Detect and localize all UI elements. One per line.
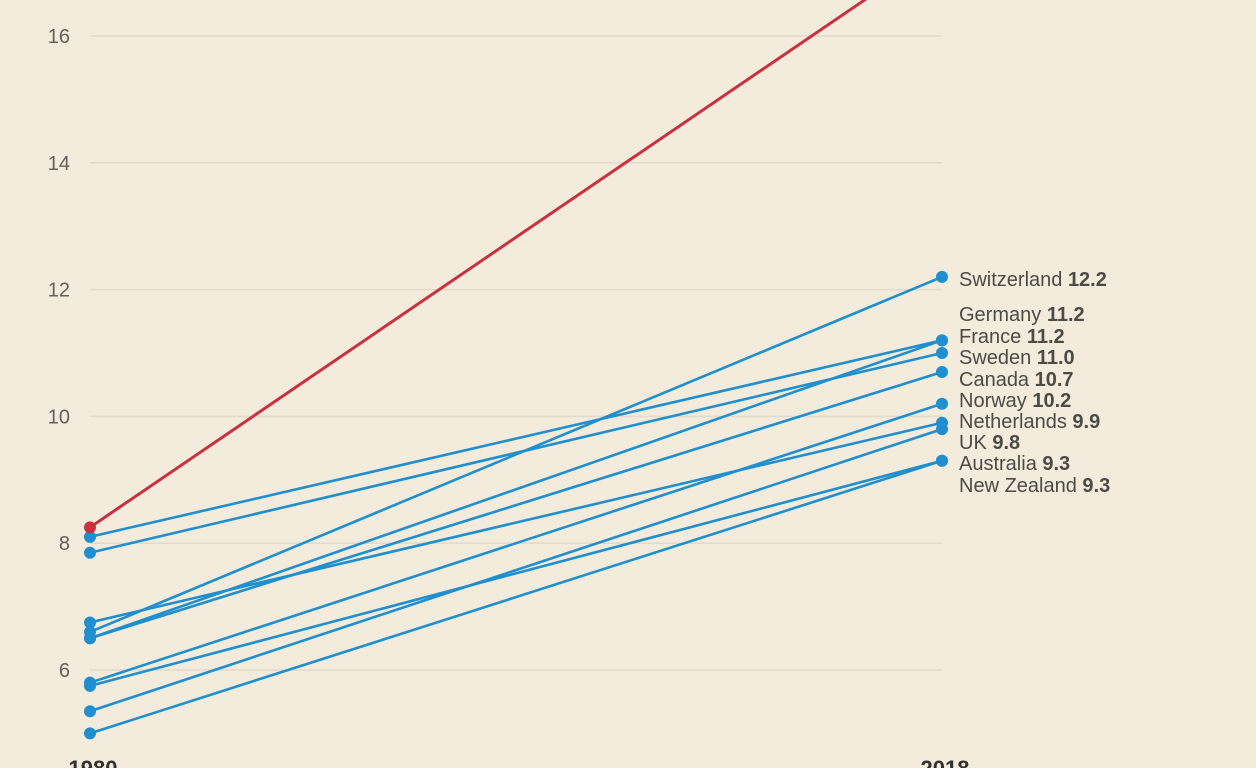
series-line-sweden: [88, 351, 944, 555]
y-tick-label-6: 6: [59, 660, 70, 682]
series-label-netherlands: Netherlands 9.9: [959, 411, 1100, 433]
x-tick-labels: 1980 2018: [69, 756, 970, 768]
series-label-value: 10.2: [1032, 390, 1071, 412]
point-uk-1980: [84, 705, 96, 718]
series-line-norway: [88, 402, 944, 684]
series-label-name: Sweden: [959, 347, 1037, 369]
series-line-switzerland: [88, 275, 944, 634]
y-tick-label-10: 10: [48, 406, 70, 428]
series-label-name: Australia: [959, 453, 1042, 475]
y-gridlines: [90, 35, 942, 671]
point-uk-2018: [936, 423, 948, 436]
series-label-france: France 11.2: [959, 326, 1065, 348]
series-lines: [88, 0, 944, 735]
series-label-value: 9.3: [1042, 453, 1070, 475]
point-sweden-2018: [936, 347, 948, 359]
series-line-new-zealand: [88, 459, 944, 735]
series-label-sweden: Sweden 11.0: [959, 347, 1075, 369]
series-line-canada: [88, 370, 944, 640]
y-tick-label-14: 14: [48, 153, 70, 175]
x-tick-label-1980: 1980: [69, 756, 118, 768]
series-label-new-zealand: New Zealand 9.3: [959, 475, 1110, 497]
series-label-value: 11.2: [1047, 304, 1085, 326]
series-line-highlight: [88, 0, 868, 529]
series-label-germany: Germany 11.2: [959, 304, 1085, 326]
series-label-name: Netherlands: [959, 411, 1072, 433]
series-label-name: Norway: [959, 390, 1032, 412]
series-line-australia: [88, 459, 944, 688]
series-label-switzerland: Switzerland 12.2: [959, 269, 1107, 291]
series-label-value: 10.7: [1035, 369, 1074, 391]
series-label-norway: Norway 10.2: [959, 390, 1071, 412]
series-label-value: 9.3: [1082, 475, 1110, 497]
y-tick-label-16: 16: [48, 26, 70, 48]
y-tick-labels: 6 8 10 12 14 16: [48, 26, 70, 682]
series-label-name: Canada: [959, 369, 1035, 391]
point-germany-1980: [84, 530, 96, 543]
series-label-value: 12.2: [1068, 269, 1107, 291]
series-label-name: Germany: [959, 304, 1047, 326]
series-label-canada: Canada 10.7: [959, 369, 1074, 391]
series-line-germany: [88, 339, 944, 539]
y-tick-label-8: 8: [59, 533, 70, 555]
point-canada-1980: [84, 632, 96, 645]
point-australia-1980: [84, 679, 96, 692]
series-label-value: 9.9: [1072, 411, 1100, 433]
series-label-name: UK: [959, 432, 992, 454]
point-canada-2018: [936, 366, 948, 379]
series-line-uk: [88, 427, 944, 713]
series-label-value: 11.0: [1037, 347, 1075, 369]
series-label-australia: Australia 9.3: [959, 453, 1070, 475]
point-netherlands-1980: [84, 616, 96, 629]
series-label-value: 11.2: [1027, 326, 1065, 348]
series-label-name: New Zealand: [959, 475, 1082, 497]
series-label-name: Switzerland: [959, 269, 1068, 291]
series-line-netherlands: [88, 421, 944, 624]
point-highlight-1980: [84, 521, 96, 534]
series-points: [84, 270, 948, 740]
point-sweden-1980: [84, 546, 96, 559]
y-tick-label-12: 12: [48, 280, 70, 302]
x-tick-label-2018: 2018: [921, 756, 970, 768]
point-france-2018: [936, 334, 948, 347]
series-label-value: 9.8: [992, 432, 1020, 454]
point-switzerland-2018: [936, 270, 948, 283]
point-new-zealand-1980: [84, 727, 96, 740]
point-new-zealand-2018: [936, 454, 948, 467]
series-label-uk: UK 9.8: [959, 432, 1020, 454]
point-norway-2018: [936, 397, 948, 410]
series-label-name: France: [959, 326, 1027, 348]
